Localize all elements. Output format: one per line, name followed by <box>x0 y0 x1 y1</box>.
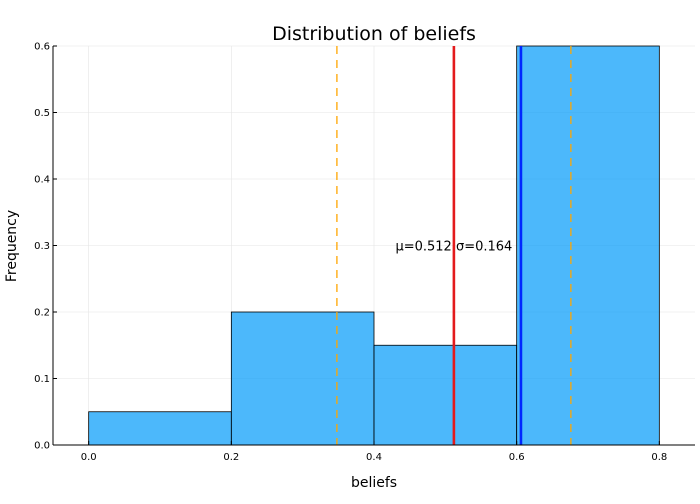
reference-lines <box>336 46 572 445</box>
y-tick-label: 0.4 <box>34 175 50 186</box>
y-tick-label: 0.1 <box>34 374 50 385</box>
x-tick-label: 0.0 <box>81 452 97 463</box>
y-axis-label: Frequency <box>4 210 20 282</box>
y-tick-label: 0.6 <box>34 42 50 53</box>
x-tick-label: 0.6 <box>509 452 525 463</box>
y-tick-label: 0.5 <box>34 108 50 119</box>
y-tick-label: 0.3 <box>34 241 50 252</box>
x-tick-label: 0.2 <box>223 452 239 463</box>
chart-title: Distribution of beliefs <box>272 23 476 45</box>
x-axis-label: beliefs <box>351 475 397 491</box>
x-tick-label: 0.8 <box>651 452 667 463</box>
y-tick-label: 0.2 <box>34 308 50 319</box>
tick-labels: 0.0 0.2 0.4 0.6 0.8 0.0 0.1 0.2 0.3 0.4 0.5 0.6 <box>34 42 667 464</box>
x-tick-label: 0.4 <box>366 452 382 463</box>
histogram-bar <box>88 411 232 446</box>
histogram-bar <box>516 45 660 446</box>
histogram-bars <box>88 45 660 446</box>
y-tick-label: 0.0 <box>34 441 50 452</box>
histogram-bar <box>230 311 375 446</box>
histogram-bar <box>373 344 518 446</box>
stats-annotation: μ=0.512 σ=0.164 <box>395 240 512 255</box>
